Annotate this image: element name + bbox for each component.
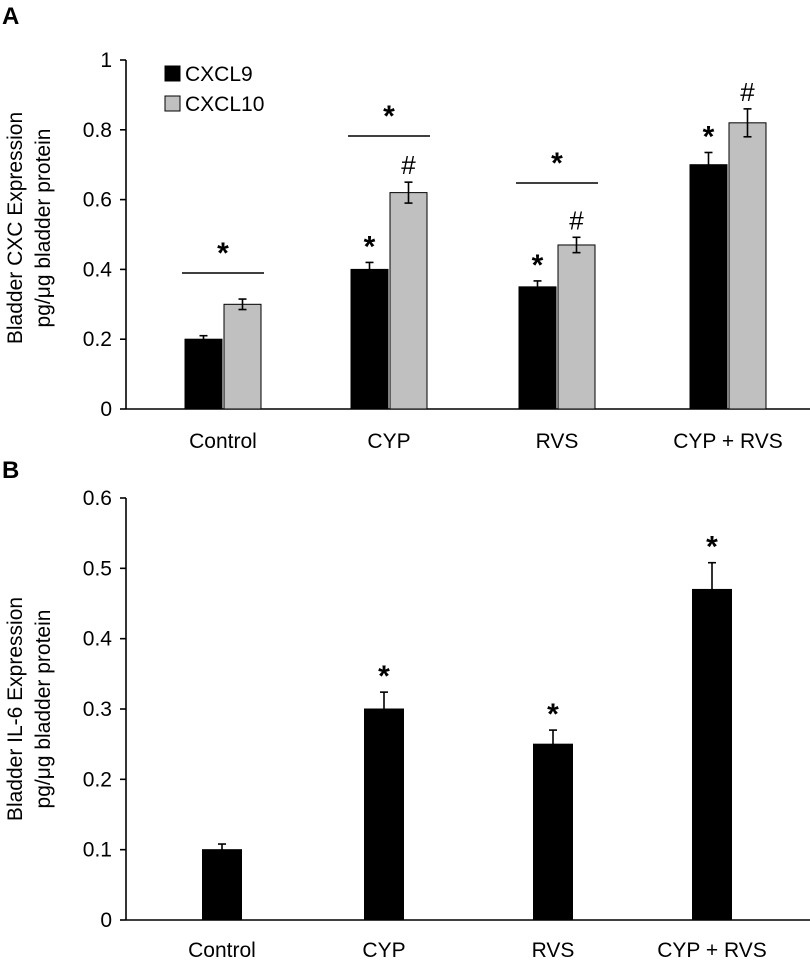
panel-b-bar-il-6	[364, 708, 404, 921]
panel-b-x-tick-label: RVS	[532, 939, 575, 960]
panel-a-bar-cxcl10	[557, 244, 596, 410]
panel-a-significance-hash: #	[740, 77, 755, 107]
panel-a-bar-cxcl9	[184, 338, 223, 410]
panel-a-y-axis-title-line-1: Bladder CXC Expression	[4, 112, 27, 344]
panel-a-comparison-star: *	[383, 100, 395, 133]
panel-a-bar-cxcl9	[350, 268, 389, 410]
panel-b-error-bar	[218, 843, 226, 857]
panel-a-y-tick-label: 0.4	[83, 258, 113, 281]
panel-a-comparison-star: *	[217, 237, 229, 270]
panel-b-error-bar	[380, 691, 388, 727]
legend-label-cxcl9: CXCL9	[185, 63, 253, 86]
panel-a-error-bar	[404, 181, 413, 204]
panel-a-bar-cxcl10	[389, 192, 428, 410]
panel-b-y-tick-label: 0.2	[83, 768, 112, 791]
panel-a-error-bar	[238, 298, 247, 311]
panel-b-error-bar	[549, 729, 557, 760]
panel-a-x-tick-label: CYP	[367, 430, 410, 453]
panel-a-y-tick-label: 0.8	[83, 119, 112, 142]
panel-b-y-axis-title-line-1: Bladder IL-6 Expression	[4, 597, 27, 821]
panel-a-x-tick-label: Control	[189, 430, 257, 453]
panel-a-significance-star: *	[703, 120, 715, 153]
panel-b-y-tick-label: 0	[100, 909, 112, 932]
panel-a-y-tick-label: 0	[100, 398, 112, 421]
panel-a-bar-cxcl9	[689, 164, 728, 410]
panel-a-bar-cxcl10	[728, 122, 767, 410]
panel-a-error-bar	[743, 108, 752, 138]
panel-b-x-tick-label: CYP	[362, 939, 405, 960]
legend-label-cxcl10: CXCL10	[185, 93, 264, 116]
panel-a: A Bladder CXC Expression pg/μg bladder p…	[2, 3, 810, 453]
panel-a-y-tick-label: 0.2	[83, 328, 112, 351]
panel-a-error-bar	[199, 334, 208, 344]
legend-swatch-cxcl10	[164, 95, 181, 112]
panel-b-x-tick-label: Control	[188, 939, 256, 960]
legend-swatch-cxcl9	[164, 65, 181, 82]
panel-a-x-tick-label: CYP + RVS	[673, 430, 783, 453]
panel-a-error-bar	[533, 280, 542, 294]
panel-a-y-tick-label: 1	[100, 49, 112, 72]
panel-a-error-bar	[704, 151, 713, 178]
panel-b: B Bladder IL-6 Expression pg/μg bladder …	[2, 457, 810, 960]
panel-a-y-tick-label: 0.6	[83, 189, 112, 212]
panel-b-y-tick-label: 0.4	[83, 628, 113, 651]
panel-b-x-tick-label: CYP + RVS	[657, 939, 767, 960]
panel-b-y-tick-label: 0.1	[83, 839, 112, 862]
panel-b-bar-il-6	[202, 849, 242, 921]
panel-b-y-tick-label: 0.3	[83, 698, 112, 721]
panel-a-error-bar	[572, 236, 581, 254]
panel-a-significance-star: *	[364, 230, 376, 263]
panel-b-y-tick-label: 0.6	[83, 487, 112, 510]
panel-a-x-tick-label: RVS	[536, 430, 579, 453]
panel-b-significance-star: *	[706, 531, 718, 564]
panel-b-y-axis-title-line-2: pg/μg bladder protein	[32, 610, 55, 809]
panel-a-bar-cxcl9	[518, 286, 557, 410]
panel-b-y-tick-label: 0.5	[83, 557, 112, 580]
panel-a-bar-cxcl10	[223, 303, 262, 410]
panel-b-letter: B	[2, 457, 19, 484]
panel-a-letter: A	[2, 3, 19, 30]
panel-b-significance-star: *	[547, 698, 559, 731]
panel-a-significance-hash: #	[569, 205, 584, 235]
panel-b-bar-il-6	[692, 588, 732, 921]
panel-b-bar-il-6	[533, 743, 573, 921]
panel-a-y-axis-title-line-2: pg/μg bladder protein	[32, 129, 55, 328]
panel-a-comparison-star: *	[551, 147, 563, 180]
panel-b-error-bar	[708, 561, 716, 617]
panel-a-significance-hash: #	[401, 150, 416, 180]
panel-b-significance-star: *	[378, 660, 390, 693]
panel-a-significance-star: *	[532, 249, 544, 282]
panel-a-error-bar	[365, 261, 374, 278]
legend: CXCL9 CXCL10	[164, 63, 264, 116]
